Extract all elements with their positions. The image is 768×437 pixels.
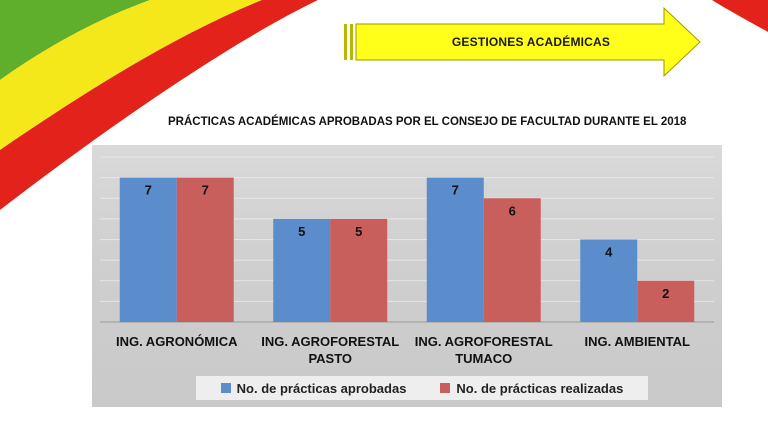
legend-swatch-realizadas — [440, 383, 451, 393]
category-label: ING. AGROFORESTAL — [415, 334, 553, 349]
category-label: ING. AGRONÓMICA — [116, 334, 238, 349]
legend-item-realizadas: No. de prácticas realizadas — [440, 381, 623, 396]
bar-aprobadas — [426, 177, 484, 322]
data-label-aprobadas: 7 — [145, 183, 152, 198]
legend-item-aprobadas: No. de prácticas aprobadas — [220, 380, 407, 396]
chart-legend: No. de prácticas aprobadas No. de prácti… — [196, 376, 648, 400]
bar-realizadas — [176, 177, 234, 322]
category-label: TUMACO — [455, 351, 512, 366]
bar-realizadas — [637, 280, 695, 322]
legend-label-realizadas: No. de prácticas realizadas — [456, 380, 624, 396]
category-label: ING. AGROFORESTAL — [261, 334, 399, 349]
bar-chart: 7 7 ING. AGRONÓMICA 5 5 ING. AGROFORESTAL PAST… — [100, 156, 714, 366]
arrow-shape — [344, 6, 701, 78]
data-label-aprobadas: 7 — [452, 183, 459, 198]
data-label-realizadas: 7 — [202, 183, 209, 198]
bar-aprobadas — [580, 239, 638, 322]
chart-title: PRÁCTICAS ACADÉMICAS APROBADAS POR EL CO… — [168, 116, 687, 128]
section-header-arrow: GESTIONES ACADÉMICAS — [342, 6, 702, 78]
data-label-realizadas: 5 — [355, 224, 362, 239]
legend-swatch-aprobadas — [220, 383, 231, 393]
data-label-realizadas: 6 — [509, 203, 516, 218]
data-label-realizadas: 2 — [662, 286, 669, 301]
flag-red-corner — [712, 0, 768, 32]
flag-green-band — [0, 0, 150, 80]
bar-aprobadas — [273, 218, 331, 322]
category-label: PASTO — [308, 351, 352, 366]
bar-aprobadas — [119, 177, 177, 322]
flag-yellow-band — [0, 0, 262, 150]
bar-realizadas — [330, 218, 388, 322]
data-label-aprobadas: 4 — [605, 245, 613, 260]
data-label-aprobadas: 5 — [298, 224, 305, 239]
legend-label-aprobadas: No. de prácticas aprobadas — [236, 380, 407, 396]
category-label: ING. AMBIENTAL — [585, 334, 690, 349]
bar-realizadas — [483, 198, 541, 322]
section-title: GESTIONES ACADÉMICAS — [451, 35, 611, 49]
